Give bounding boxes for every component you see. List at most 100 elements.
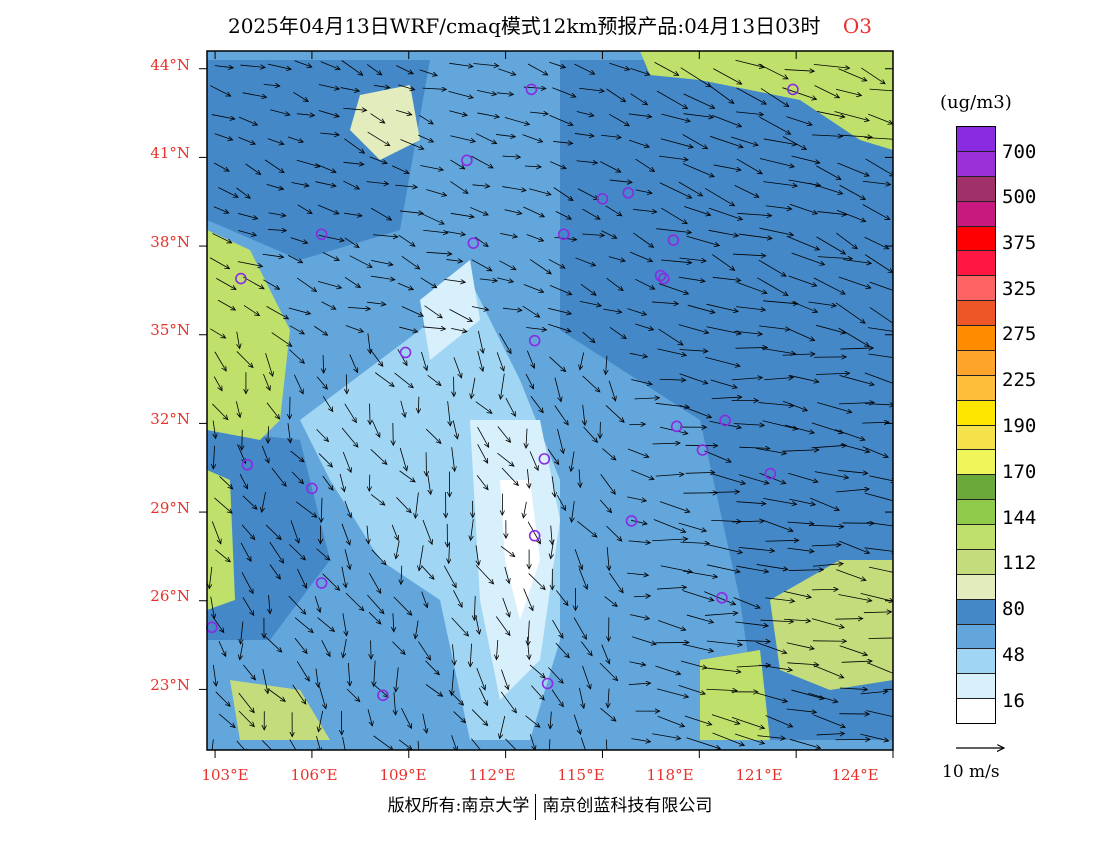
wind-arrow xyxy=(868,566,893,573)
legend-swatch xyxy=(957,375,995,401)
wind-arrow xyxy=(261,445,269,463)
station-marker xyxy=(315,228,328,241)
wind-arrow xyxy=(764,378,793,380)
wind-arrow xyxy=(628,683,651,685)
wind-arrow xyxy=(549,114,573,125)
wind-arrow xyxy=(473,63,499,66)
wind-arrow xyxy=(369,156,387,164)
legend-swatch xyxy=(957,599,995,625)
wind-arrow xyxy=(235,401,240,417)
wind-arrow xyxy=(367,594,383,614)
wind-arrow xyxy=(348,662,350,686)
wind-arrow xyxy=(759,664,792,670)
wind-arrow xyxy=(349,354,358,372)
wind-arrow xyxy=(600,161,620,172)
wind-arrow xyxy=(321,497,322,522)
wind-arrow xyxy=(287,136,303,142)
wind-arrow xyxy=(633,232,653,247)
wind-arrow xyxy=(548,307,571,314)
wind-arrow xyxy=(578,568,587,589)
wind-arrow xyxy=(453,590,462,607)
wind-arrow xyxy=(496,352,504,371)
wind-arrow xyxy=(271,467,286,486)
wind-arrow xyxy=(657,688,688,697)
wind-arrow xyxy=(704,613,738,615)
wind-arrow xyxy=(370,449,387,464)
wind-arrow xyxy=(391,165,409,174)
wind-arrow xyxy=(451,327,467,331)
wind-arrow xyxy=(343,162,363,164)
wind-arrow xyxy=(704,591,735,605)
wind-arrow xyxy=(865,404,893,405)
legend-swatch xyxy=(957,400,995,426)
wind-arrow xyxy=(817,257,852,259)
wind-arrow xyxy=(450,159,464,169)
wind-arrow xyxy=(318,204,339,214)
wind-arrow xyxy=(582,234,604,235)
wind-arrow xyxy=(321,640,330,656)
wind-arrow xyxy=(422,88,447,89)
wind-arrow xyxy=(502,186,526,191)
wind-arrow xyxy=(840,443,870,452)
wind-arrow xyxy=(736,665,771,667)
wind-arrow xyxy=(735,733,764,744)
wind-arrow xyxy=(678,522,706,531)
wind-arrow xyxy=(860,592,893,601)
wind-arrow xyxy=(812,564,843,567)
wind-arrow xyxy=(789,203,817,213)
wind-arrow xyxy=(476,545,479,565)
wind-arrow xyxy=(679,349,708,351)
lon-label: 115°E xyxy=(557,766,605,784)
legend-level: 80 xyxy=(1002,598,1025,620)
wind-arrow xyxy=(710,473,745,483)
wind-arrow xyxy=(782,354,815,355)
station-marker xyxy=(654,269,667,282)
wind-arrow xyxy=(609,113,629,126)
wind-arrow xyxy=(290,237,308,244)
wind-arrow xyxy=(296,277,316,292)
wind-arrow xyxy=(399,447,407,471)
wind-arrow xyxy=(347,307,370,309)
copyright: 版权所有:南京大学 南京创蓝科技有限公司 xyxy=(0,791,1100,820)
wind-arrow xyxy=(297,568,306,588)
wind-arrow xyxy=(548,323,571,331)
wind-vectors xyxy=(209,59,893,750)
station-marker xyxy=(667,234,680,246)
wind-arrow xyxy=(759,158,794,166)
wind-arrow xyxy=(450,212,474,217)
wind-arrow xyxy=(864,236,889,249)
wind-arrow xyxy=(661,207,687,224)
wind-arrow xyxy=(497,426,511,443)
wind-arrow xyxy=(552,476,555,497)
wind-arrow xyxy=(555,211,571,219)
wind-arrow xyxy=(529,188,551,195)
wind-arrow xyxy=(839,688,867,690)
wind-arrow xyxy=(762,420,798,429)
wind-arrow xyxy=(841,661,872,662)
wind-arrow xyxy=(504,209,522,214)
wind-arrow xyxy=(709,492,739,493)
wind-arrow xyxy=(399,210,423,214)
wind-arrow xyxy=(656,90,687,109)
wind-arrow xyxy=(501,467,518,485)
wind-arrow xyxy=(682,163,714,177)
wind-arrow xyxy=(371,260,392,264)
wind-arrow xyxy=(755,447,786,453)
wind-arrow xyxy=(759,227,793,235)
wind-arrow xyxy=(786,235,820,250)
wind-arrow xyxy=(711,520,741,521)
station-marker xyxy=(241,458,254,471)
legend-level: 16 xyxy=(1002,690,1025,712)
wind-arrow xyxy=(629,614,649,619)
wind-arrow xyxy=(314,325,327,335)
wind-arrow xyxy=(635,158,654,171)
wind-arrow xyxy=(318,84,339,90)
wind-arrow xyxy=(213,206,229,213)
wind-arrow xyxy=(836,569,866,581)
wind-arrow xyxy=(843,259,871,264)
wind-arrow xyxy=(270,109,290,115)
wind-arrow xyxy=(628,541,651,543)
wind-arrow xyxy=(449,308,473,321)
wind-arrow xyxy=(813,277,845,294)
wind-arrow xyxy=(659,182,692,198)
